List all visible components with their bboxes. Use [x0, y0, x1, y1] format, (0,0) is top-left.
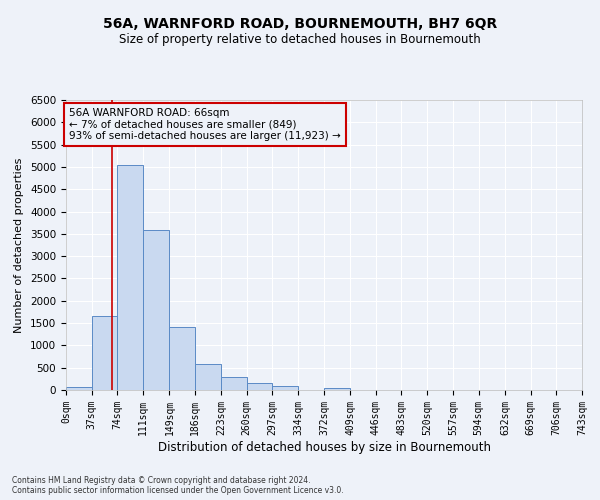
Bar — [221, 377, 247, 390]
Bar — [118, 164, 143, 390]
Text: 56A, WARNFORD ROAD, BOURNEMOUTH, BH7 6QR: 56A, WARNFORD ROAD, BOURNEMOUTH, BH7 6QR — [103, 18, 497, 32]
Bar — [169, 326, 195, 390]
Bar — [66, 387, 92, 390]
Bar — [92, 316, 118, 390]
X-axis label: Distribution of detached houses by size in Bournemouth: Distribution of detached houses by size … — [157, 440, 491, 454]
Bar — [247, 384, 272, 390]
Bar — [325, 388, 350, 390]
Text: 56A WARNFORD ROAD: 66sqm
← 7% of detached houses are smaller (849)
93% of semi-d: 56A WARNFORD ROAD: 66sqm ← 7% of detache… — [70, 108, 341, 141]
Bar — [195, 364, 221, 390]
Y-axis label: Number of detached properties: Number of detached properties — [14, 158, 25, 332]
Bar — [143, 230, 169, 390]
Text: Size of property relative to detached houses in Bournemouth: Size of property relative to detached ho… — [119, 32, 481, 46]
Text: Contains HM Land Registry data © Crown copyright and database right 2024.
Contai: Contains HM Land Registry data © Crown c… — [12, 476, 344, 495]
Bar — [272, 386, 298, 390]
